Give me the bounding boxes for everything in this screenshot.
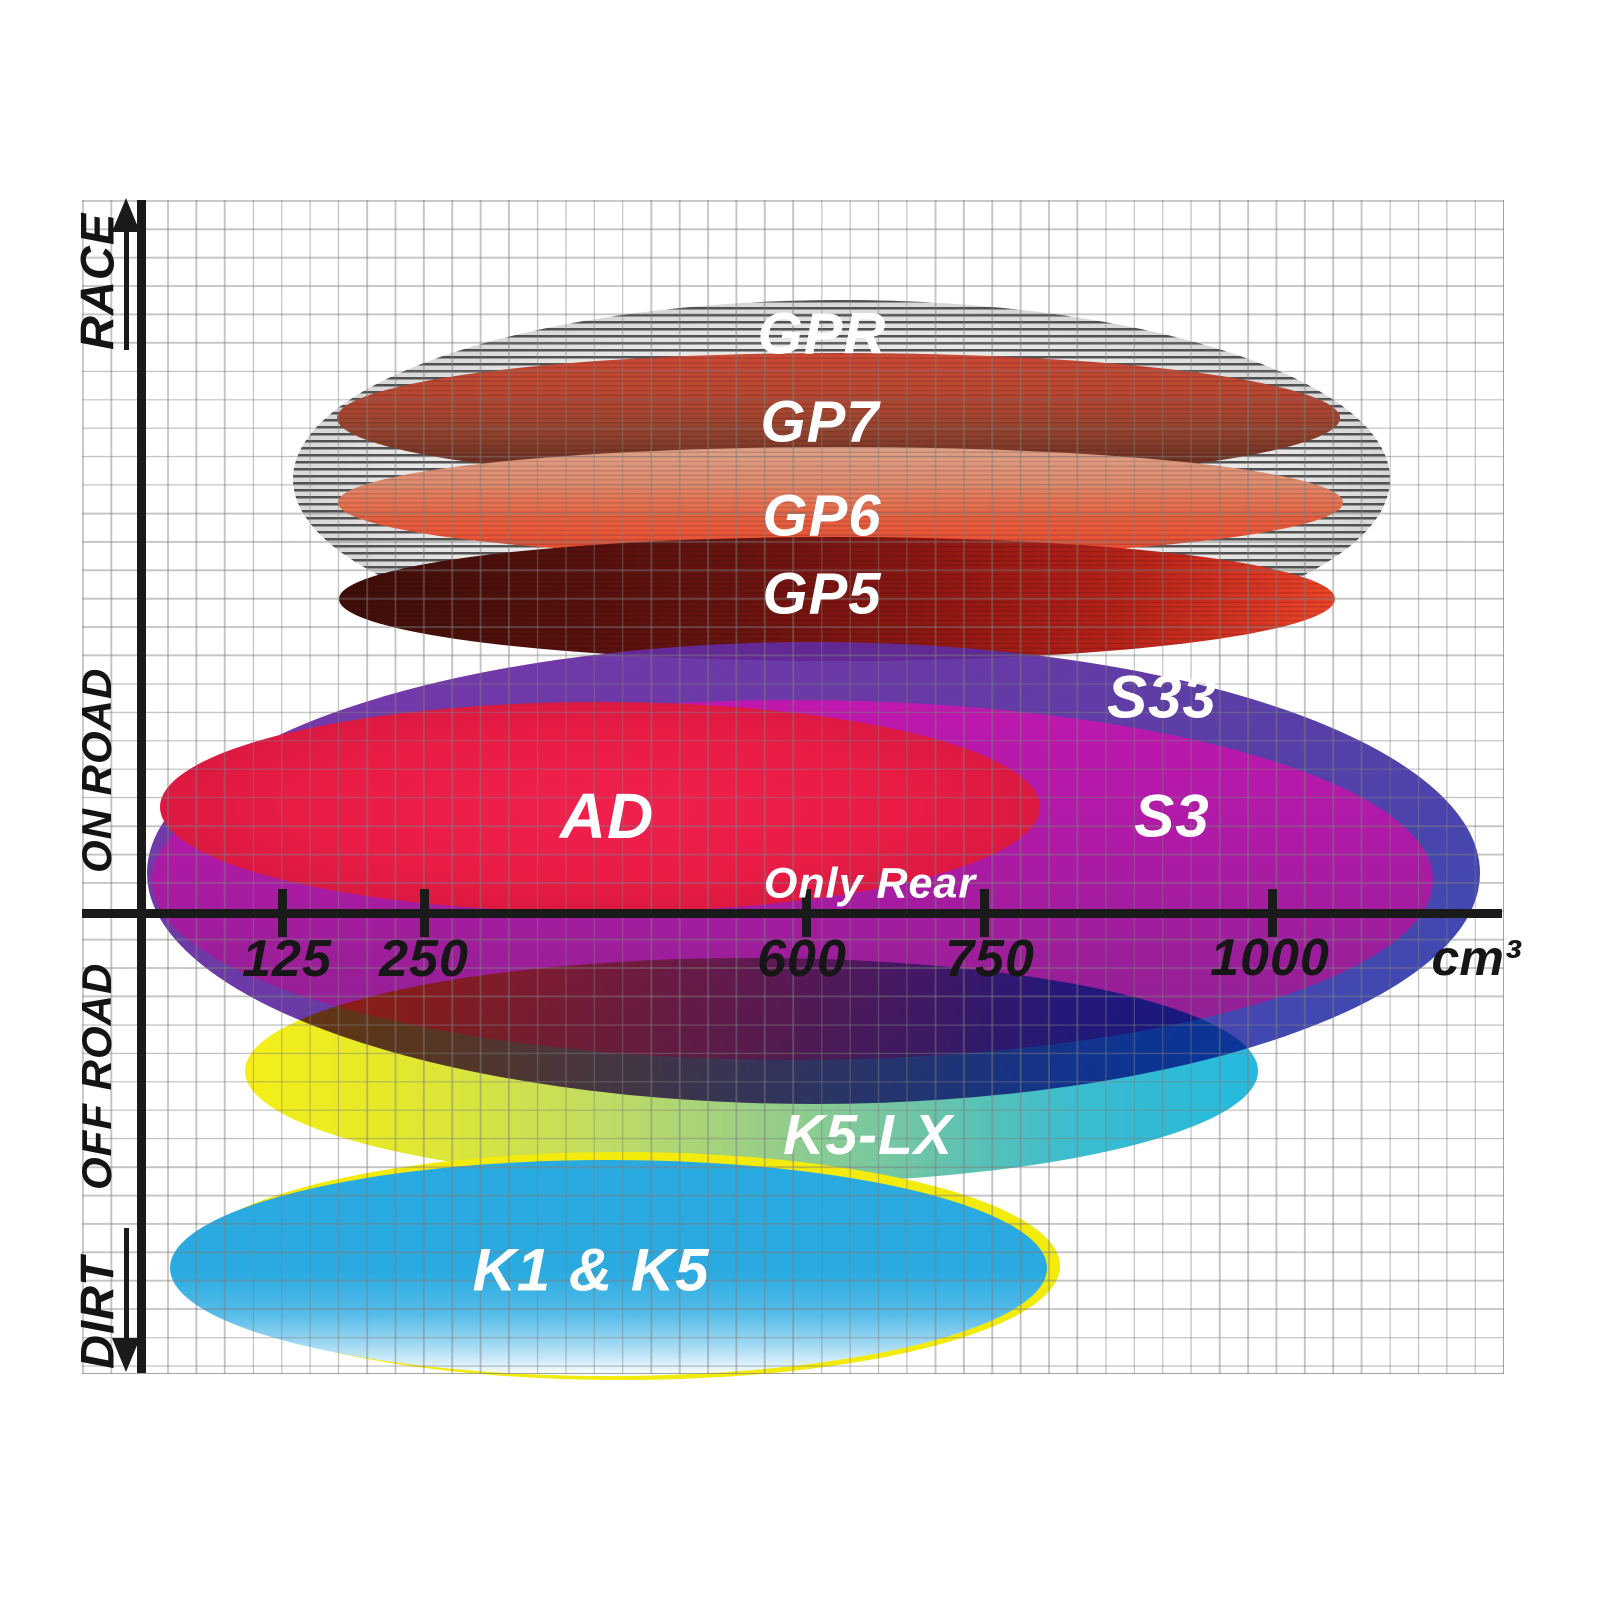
x-tick-label-125: 125 (242, 930, 332, 988)
label-k5lx: K5-LX (783, 1103, 953, 1167)
x-tick-250 (420, 889, 429, 937)
x-tick-125 (278, 889, 287, 937)
label-k1-and-k5: K1 & K5 (472, 1236, 710, 1304)
label-s33: S33 (1107, 663, 1217, 731)
label-gpr: GPR (757, 301, 887, 367)
label-ad: AD (559, 780, 655, 852)
race-arrow-line (124, 228, 129, 350)
y-category-on-road: ON ROAD (73, 667, 120, 873)
y-category-off-road: OFF ROAD (73, 962, 120, 1190)
x-tick-label-600: 600 (757, 930, 847, 988)
dirt-down-arrow-icon (112, 1338, 140, 1372)
label-s3: S3 (1134, 782, 1210, 850)
region-ad-ellipse (160, 702, 1040, 912)
region-k1k5-ellipse (170, 1160, 1047, 1376)
x-axis-line (82, 909, 1502, 918)
x-tick-label-1000: 1000 (1210, 929, 1330, 987)
x-tick-750 (980, 889, 989, 937)
x-axis-unit-label: cm³ (1431, 930, 1521, 986)
x-tick-label-250: 250 (379, 930, 469, 988)
x-tick-label-750: 750 (945, 930, 1035, 988)
label-gp7: GP7 (760, 389, 880, 455)
label-gp5: GP5 (762, 561, 882, 627)
x-tick-1000 (1268, 889, 1277, 937)
label-gp6: GP6 (762, 483, 882, 549)
y-axis-line (137, 200, 146, 1373)
label-only-rear: Only Rear (763, 859, 977, 908)
race-up-arrow-icon (112, 198, 140, 232)
region-k5lx-ellipse (245, 958, 1258, 1184)
dirt-arrow-line (124, 1228, 129, 1340)
x-tick-600 (802, 889, 811, 937)
